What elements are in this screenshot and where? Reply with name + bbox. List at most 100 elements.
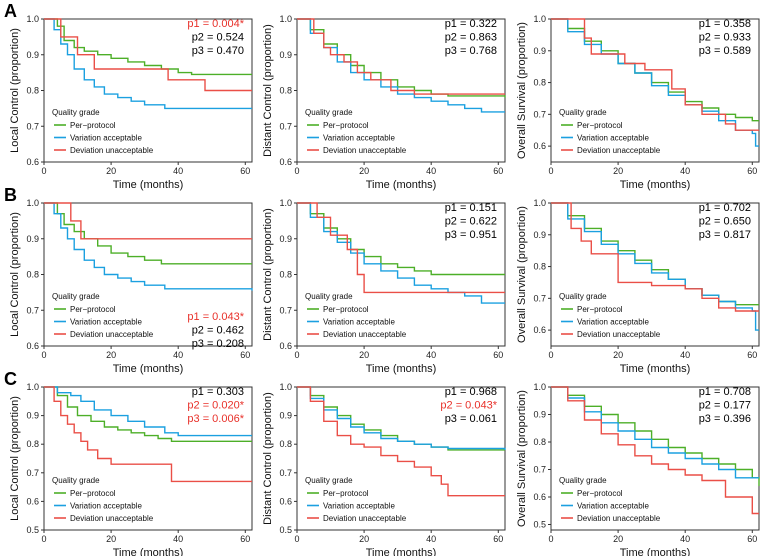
legend-label: Deviation unacceptable bbox=[70, 330, 154, 339]
x-tick-label: 60 bbox=[747, 166, 757, 176]
y-axis-title: Overall Survival (proportion) bbox=[516, 22, 528, 159]
x-tick-label: 20 bbox=[613, 350, 623, 360]
chart-panel-B-2: 0 20 40 60 0.6 0.7 0.8 0.9 1.0 Time (months) Dista… bbox=[262, 198, 506, 375]
y-tick-label: 1.0 bbox=[533, 198, 546, 208]
x-tick-label: 60 bbox=[747, 350, 757, 360]
y-tick-label: 0.7 bbox=[26, 121, 39, 131]
x-tick-label: 60 bbox=[493, 166, 503, 176]
y-tick-label: 1.0 bbox=[26, 14, 39, 24]
legend-label: Per−protocol bbox=[577, 121, 623, 130]
series-line-deviation-unacceptable bbox=[297, 18, 505, 95]
p-value-2: p2 = 0.622 bbox=[445, 216, 497, 228]
legend-label: Deviation unacceptable bbox=[323, 330, 407, 339]
y-tick-label: 0.9 bbox=[533, 46, 546, 56]
x-tick-label: 20 bbox=[359, 166, 369, 176]
y-tick-label: 0.9 bbox=[279, 50, 292, 60]
p-value-2: p2 = 0.933 bbox=[699, 32, 751, 44]
x-tick-label: 20 bbox=[359, 534, 369, 544]
p-value-1: p1 = 0.702 bbox=[699, 202, 751, 214]
legend-label: Deviation unacceptable bbox=[577, 514, 661, 523]
chart-panel-A-2: 0 20 40 60 0.6 0.7 0.8 0.9 1.0 Time (months) Dista… bbox=[262, 14, 506, 191]
y-axis-title: Distant Control (proportion) bbox=[262, 24, 274, 157]
x-tick-label: 20 bbox=[613, 166, 623, 176]
p-value-1: p1 = 0.043* bbox=[187, 311, 244, 323]
legend-label: Deviation unacceptable bbox=[577, 330, 661, 339]
legend-title: Quality grade bbox=[52, 108, 100, 117]
legend-label: Per−protocol bbox=[70, 121, 116, 130]
x-axis-title: Time (months) bbox=[113, 363, 184, 375]
p-value-2: p2 = 0.462 bbox=[192, 325, 244, 337]
x-tick-label: 60 bbox=[240, 350, 250, 360]
legend-label: Variation acceptable bbox=[577, 502, 649, 511]
p-value-1: p1 = 0.708 bbox=[699, 386, 751, 398]
x-axis-title: Time (months) bbox=[620, 179, 691, 191]
legend-label: Deviation unacceptable bbox=[323, 514, 407, 523]
legend-label: Deviation unacceptable bbox=[577, 146, 661, 155]
series-line-per-protocol bbox=[551, 386, 760, 486]
p-value-2: p2 = 0.020* bbox=[187, 400, 244, 412]
legend-label: Variation acceptable bbox=[70, 134, 142, 143]
y-tick-label: 0.8 bbox=[26, 86, 39, 96]
legend-label: Variation acceptable bbox=[70, 318, 142, 327]
x-tick-label: 40 bbox=[680, 166, 690, 176]
x-axis-title: Time (months) bbox=[113, 547, 184, 556]
p-value-3: p3 = 0.061 bbox=[445, 413, 497, 425]
x-tick-label: 20 bbox=[106, 166, 116, 176]
legend-title: Quality grade bbox=[559, 292, 607, 301]
legend-label: Per−protocol bbox=[577, 489, 623, 498]
x-tick-label: 0 bbox=[41, 534, 46, 544]
panel-row-label-B: B bbox=[4, 185, 17, 205]
p-value-2: p2 = 0.043* bbox=[440, 400, 497, 412]
x-tick-label: 0 bbox=[294, 350, 299, 360]
y-tick-label: 0.6 bbox=[26, 341, 39, 351]
x-axis-title: Time (months) bbox=[366, 363, 437, 375]
y-tick-label: 0.5 bbox=[279, 525, 292, 535]
series-line-per-protocol bbox=[44, 18, 252, 76]
y-tick-label: 1.0 bbox=[279, 198, 292, 208]
p-value-3: p3 = 0.951 bbox=[445, 229, 497, 241]
p-value-3: p3 = 0.396 bbox=[699, 413, 751, 425]
legend-label: Deviation unacceptable bbox=[70, 146, 154, 155]
y-tick-label: 0.7 bbox=[533, 293, 546, 303]
panel-row-label-C: C bbox=[4, 369, 17, 389]
y-tick-label: 1.0 bbox=[26, 198, 39, 208]
y-tick-label: 0.8 bbox=[279, 439, 292, 449]
legend-label: Variation acceptable bbox=[70, 502, 142, 511]
legend-label: Per−protocol bbox=[577, 305, 623, 314]
series-line-deviation-unacceptable bbox=[44, 386, 252, 483]
legend-title: Quality grade bbox=[305, 476, 353, 485]
x-axis-title: Time (months) bbox=[366, 179, 437, 191]
p-value-2: p2 = 0.177 bbox=[699, 400, 751, 412]
y-tick-label: 0.6 bbox=[533, 325, 546, 335]
series-line-variation-acceptable bbox=[44, 18, 252, 110]
p-value-3: p3 = 0.470 bbox=[192, 45, 244, 57]
x-tick-label: 40 bbox=[426, 350, 436, 360]
legend-label: Per−protocol bbox=[323, 305, 369, 314]
series-line-variation-acceptable bbox=[44, 202, 253, 291]
x-axis-title: Time (months) bbox=[366, 547, 437, 556]
chart-panel-C-3: 0 20 40 60 0.5 0.6 0.7 0.8 0.9 1.0 Time (months) Ov… bbox=[516, 382, 760, 556]
legend-title: Quality grade bbox=[52, 292, 100, 301]
x-axis-title: Time (months) bbox=[620, 363, 691, 375]
series-line-variation-acceptable bbox=[551, 202, 759, 331]
legend-label: Variation acceptable bbox=[323, 318, 395, 327]
y-tick-label: 0.6 bbox=[279, 157, 292, 167]
p-value-3: p3 = 0.208 bbox=[192, 338, 244, 350]
y-axis-title: Local Control (proportion) bbox=[9, 396, 21, 521]
legend-label: Deviation unacceptable bbox=[70, 514, 154, 523]
x-tick-label: 20 bbox=[359, 350, 369, 360]
y-tick-label: 0.8 bbox=[533, 78, 546, 88]
x-tick-label: 40 bbox=[426, 166, 436, 176]
plot-frame bbox=[43, 386, 253, 531]
y-axis-title: Overall Survival (proportion) bbox=[516, 390, 528, 527]
y-tick-label: 0.9 bbox=[26, 50, 39, 60]
series-line-deviation-unacceptable bbox=[551, 18, 759, 131]
p-value-1: p1 = 0.322 bbox=[445, 18, 497, 30]
y-tick-label: 0.6 bbox=[533, 141, 546, 151]
x-tick-label: 60 bbox=[493, 534, 503, 544]
x-tick-label: 40 bbox=[173, 166, 183, 176]
y-tick-label: 0.9 bbox=[26, 411, 39, 421]
x-tick-label: 0 bbox=[548, 350, 553, 360]
y-tick-label: 0.8 bbox=[279, 270, 292, 280]
series-line-deviation-unacceptable bbox=[551, 202, 759, 312]
